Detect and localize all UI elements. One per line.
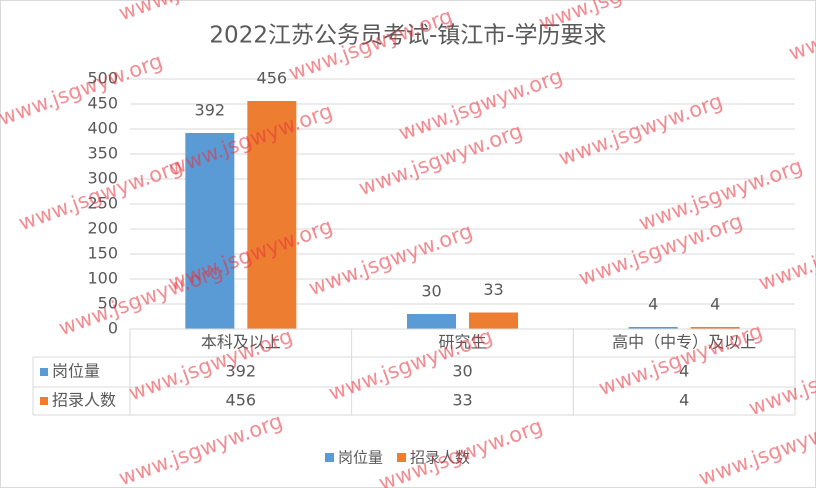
bar	[407, 314, 456, 329]
table-value: 392	[226, 362, 257, 381]
legend-label: 岗位量	[338, 449, 383, 467]
table-value: 30	[452, 362, 472, 381]
y-tick-label: 250	[87, 194, 118, 213]
y-tick-label: 400	[87, 119, 118, 138]
data-label: 392	[195, 101, 226, 120]
table-series-name: 招录人数	[52, 391, 116, 410]
data-label: 456	[257, 69, 288, 88]
table-series-name: 岗位量	[52, 362, 100, 381]
table-legend-key	[40, 397, 48, 405]
legend-label: 招录人数	[410, 449, 470, 467]
y-tick-label: 350	[87, 144, 118, 163]
legend-key	[397, 453, 407, 462]
bar	[628, 327, 678, 329]
bar	[690, 327, 740, 329]
y-tick-label: 100	[87, 269, 118, 288]
chart-title: 2022江苏公务员考试-镇江市-学历要求	[209, 23, 606, 49]
table-legend-key	[40, 368, 48, 376]
data-label: 30	[421, 282, 441, 301]
table-value: 33	[452, 391, 472, 410]
table-value: 456	[226, 391, 257, 410]
x-tick-label: 高中（中专）及以上	[612, 333, 756, 352]
data-label: 33	[483, 280, 503, 299]
x-tick-label: 本科及以上	[201, 333, 281, 352]
x-tick-label: 研究生	[438, 333, 486, 352]
table-value: 4	[679, 362, 689, 381]
y-tick-label: 0	[108, 319, 118, 338]
y-tick-label: 150	[87, 244, 118, 263]
bar	[185, 133, 235, 329]
y-tick-label: 500	[87, 69, 118, 88]
table-value: 4	[679, 391, 689, 410]
y-tick-label: 50	[98, 294, 118, 313]
y-tick-label: 300	[87, 169, 118, 188]
y-tick-label: 200	[87, 219, 118, 238]
data-label: 4	[648, 295, 658, 314]
y-tick-label: 450	[87, 94, 118, 113]
bar	[247, 101, 297, 329]
bar	[469, 312, 518, 329]
legend-key	[325, 453, 334, 462]
data-label: 4	[710, 295, 720, 314]
